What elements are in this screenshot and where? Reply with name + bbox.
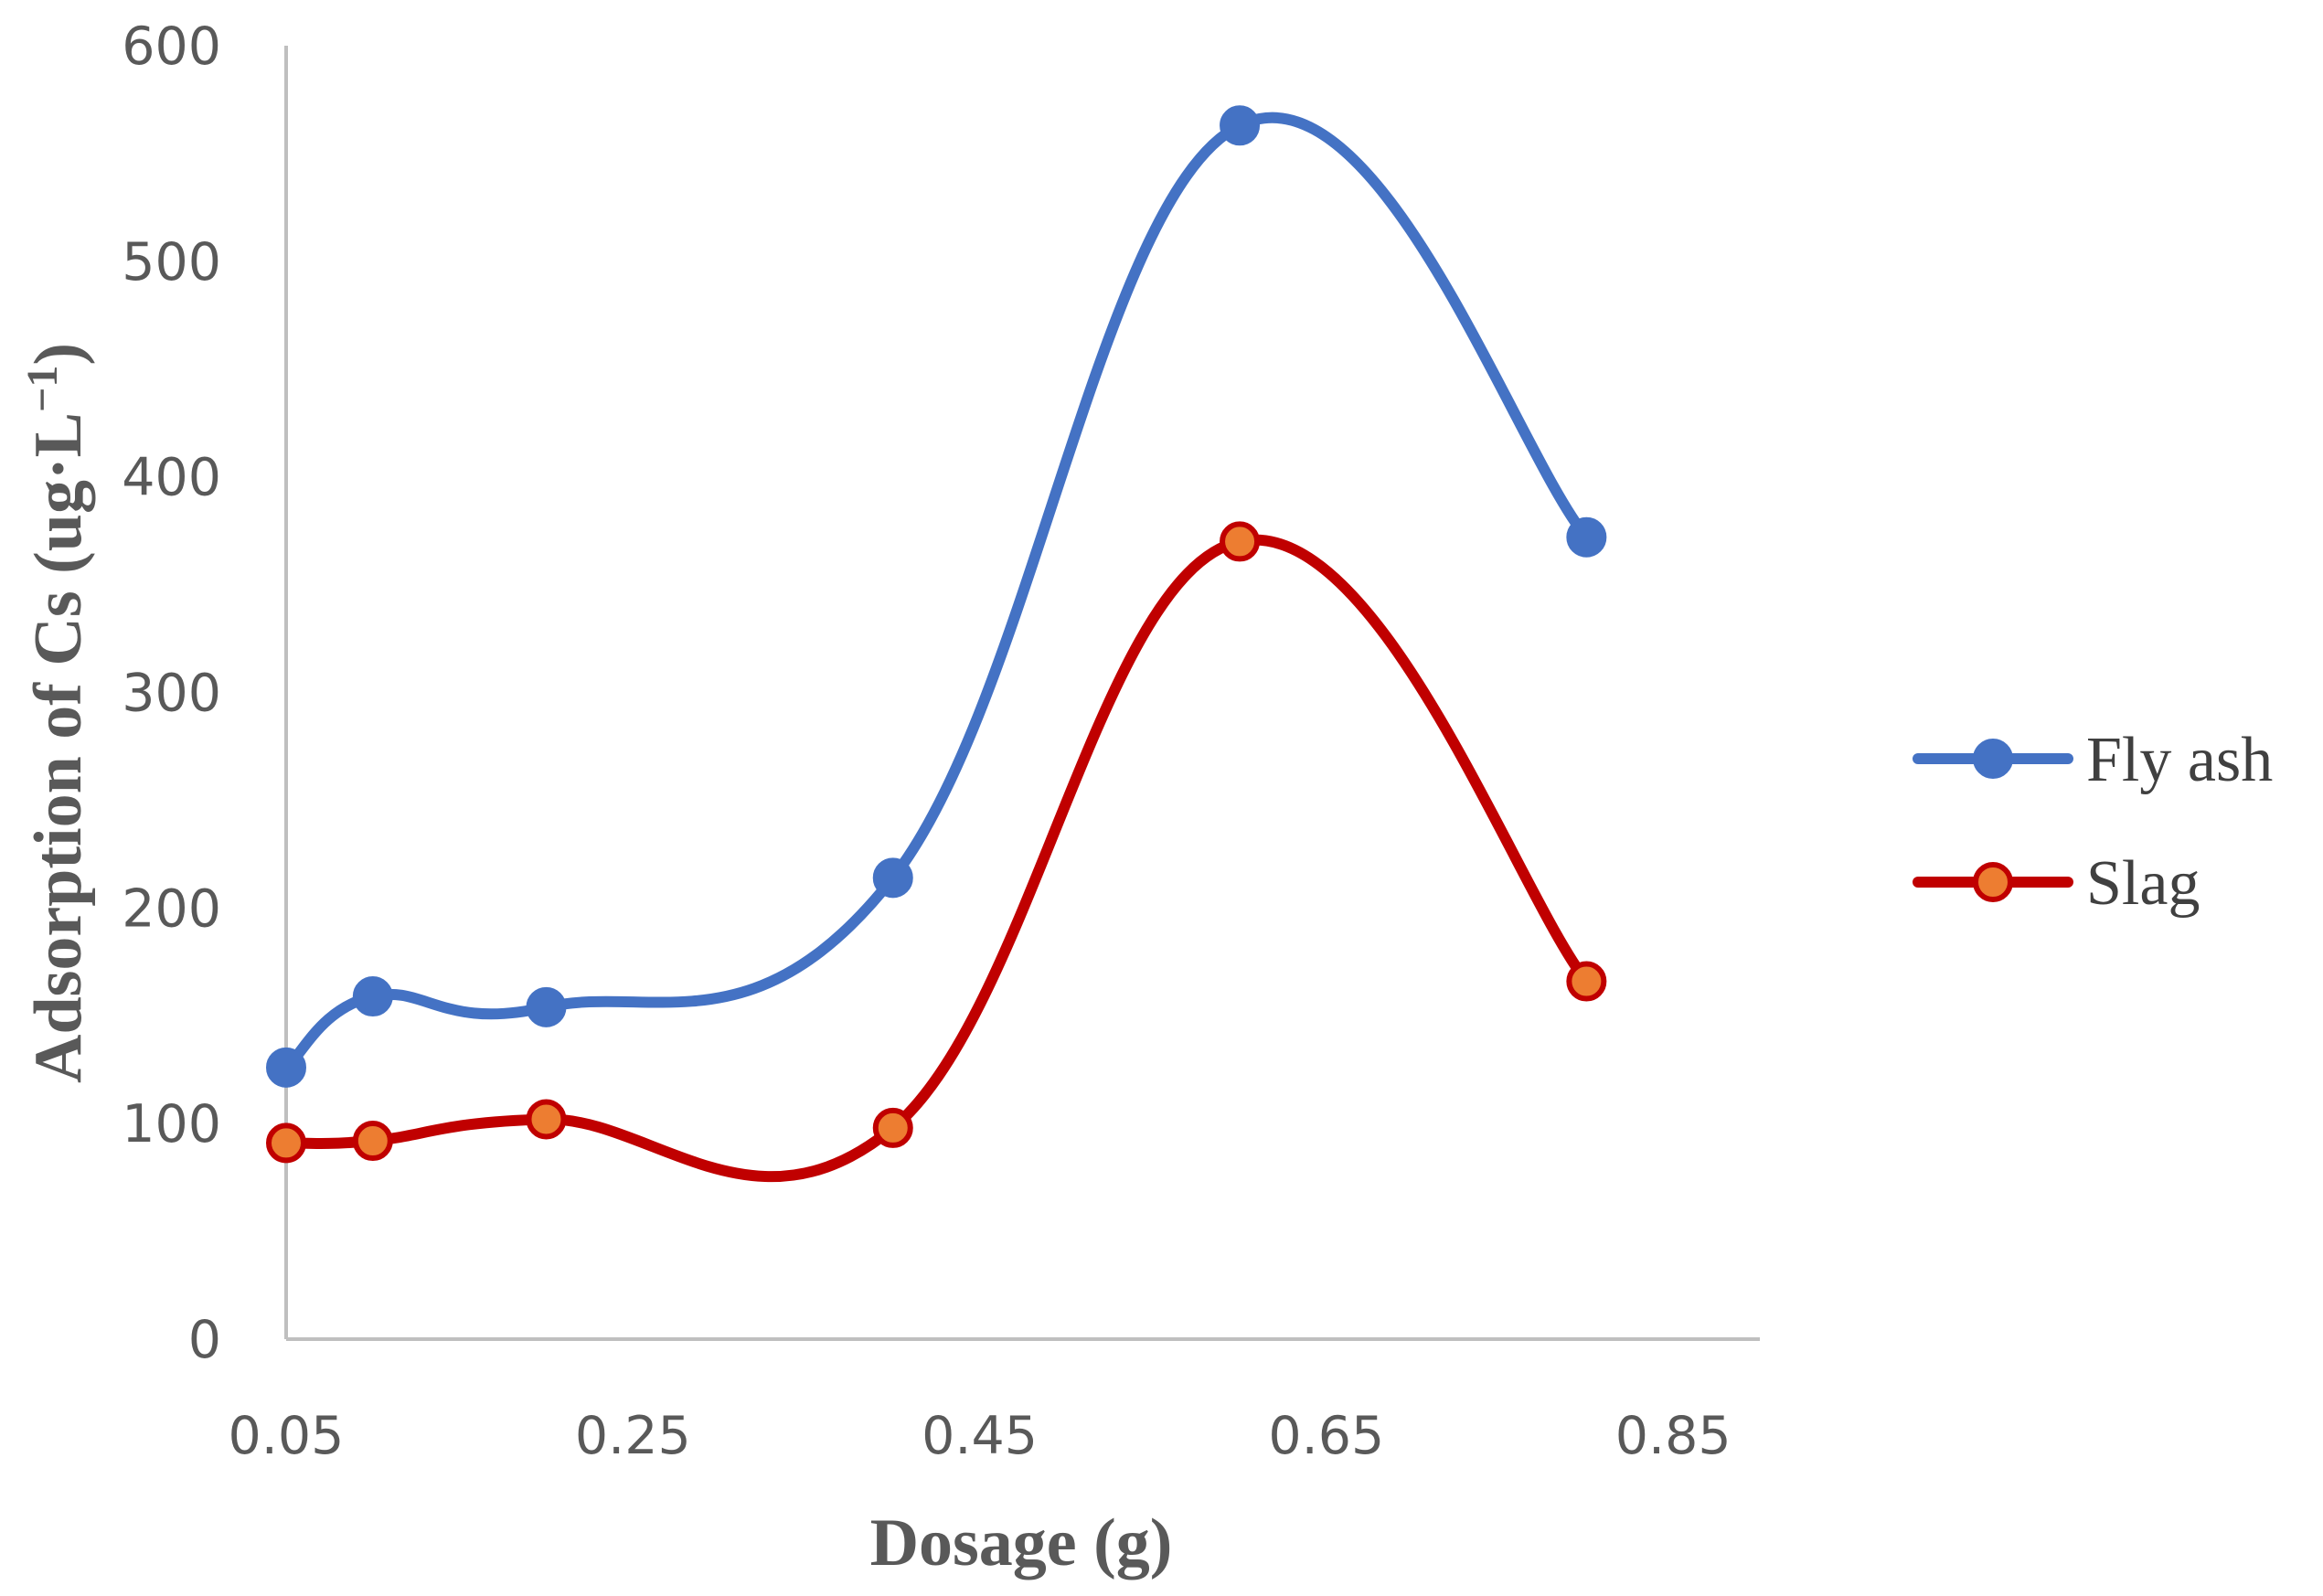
y-tick-labels: 0 100 200 300 400 500 600 (122, 16, 221, 1370)
data-point-fly-ash (1566, 516, 1607, 558)
data-point-fly-ash (352, 976, 393, 1017)
data-point-slag (872, 1107, 913, 1148)
x-tick-label: 0.65 (1268, 1406, 1384, 1466)
y-axis-title-close: ) (21, 343, 96, 366)
y-tick-label: 100 (122, 1094, 221, 1154)
y-axis-title-main: Adsorption of Cs (ug·L (21, 412, 96, 1083)
y-tick-label: 500 (122, 232, 221, 293)
legend-item-fly-ash: Fly ash (1913, 725, 2273, 795)
x-axis-title: Dosage (g) (870, 1506, 1173, 1580)
data-point-fly-ash (526, 986, 567, 1027)
y-axis-title-superscript: −1 (18, 366, 67, 412)
data-point-slag (1566, 961, 1607, 1002)
legend-item-slag: Slag (1913, 848, 2200, 919)
x-tick-label: 0.05 (229, 1406, 345, 1466)
y-tick-label: 200 (122, 878, 221, 939)
axes (284, 46, 1760, 1341)
legend: Fly ash Slag (1913, 725, 2273, 919)
legend-label-slag: Slag (2086, 848, 2200, 919)
y-tick-label: 0 (188, 1310, 221, 1370)
y-tick-label: 400 (122, 448, 221, 508)
x-tick-labels: 0.05 0.25 0.45 0.65 0.85 (229, 1406, 1732, 1466)
y-tick-label: 300 (122, 664, 221, 724)
data-point-slag (1220, 521, 1261, 562)
legend-marker-fly-ash (1973, 739, 2013, 779)
legend-label-fly-ash: Fly ash (2086, 725, 2273, 795)
data-point-slag (526, 1099, 567, 1140)
y-tick-label: 600 (122, 16, 221, 77)
y-axis-title: Adsorption of Cs (ug·L−1) (18, 343, 96, 1083)
data-point-fly-ash (266, 1047, 306, 1088)
series-line-fly-ash (281, 112, 1593, 1073)
data-point-slag (352, 1121, 393, 1162)
data-point-fly-ash (1220, 105, 1261, 146)
x-tick-label: 0.25 (575, 1406, 691, 1466)
x-tick-label: 0.85 (1615, 1406, 1732, 1466)
x-tick-label: 0.45 (922, 1406, 1038, 1466)
series-line-slag (281, 534, 1593, 1183)
data-point-fly-ash (872, 857, 913, 899)
data-point-slag (266, 1123, 306, 1164)
legend-marker-slag (1973, 862, 2013, 902)
series-layer (266, 105, 1607, 1183)
